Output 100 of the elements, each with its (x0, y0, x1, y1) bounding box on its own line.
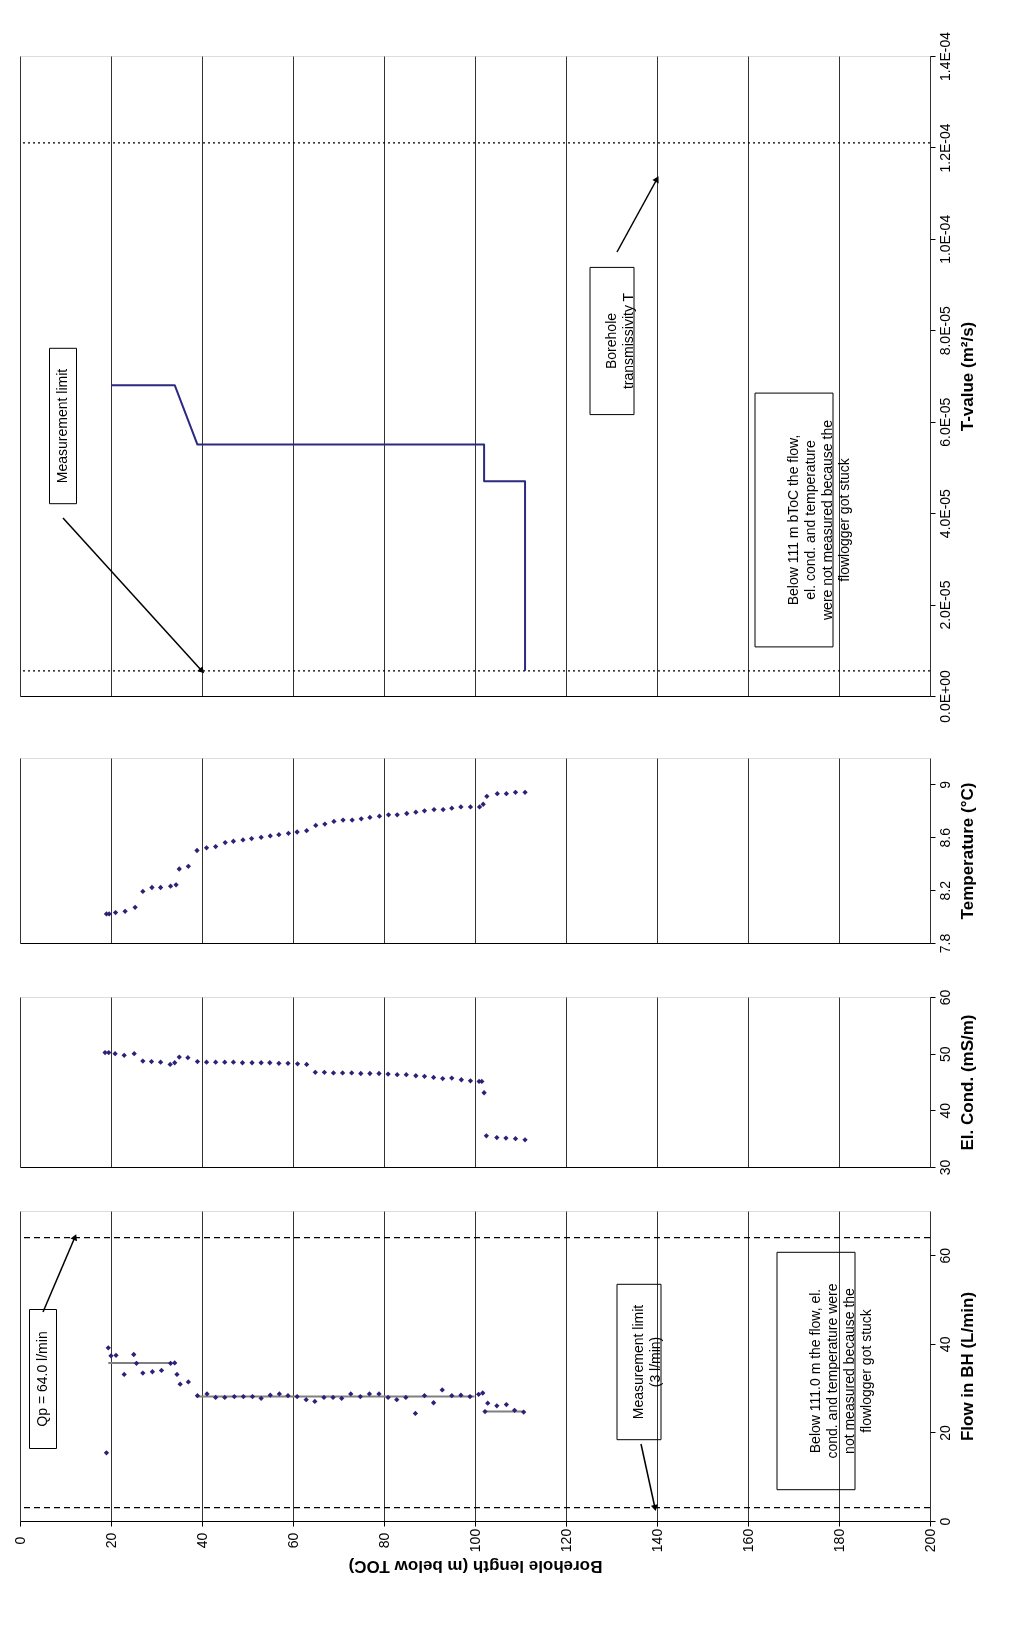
point (131, 1051, 137, 1057)
y-tick-label: 1.0E-04 (936, 214, 953, 264)
point (167, 883, 174, 889)
point (276, 832, 282, 838)
point (133, 1360, 140, 1366)
y-tick-label: 50 (936, 1046, 953, 1062)
y-tick-label: 8.0E-05 (936, 306, 953, 356)
point (230, 1059, 237, 1065)
line-series (110, 384, 527, 672)
point (494, 791, 500, 797)
x-tick-label: 20 (102, 1532, 119, 1549)
point (194, 1393, 201, 1399)
point (358, 816, 364, 822)
point (303, 1397, 309, 1403)
point (413, 1073, 419, 1079)
point (394, 812, 400, 818)
annotation: Borehole transmissivity T (603, 292, 636, 390)
point (480, 801, 486, 807)
point (294, 1061, 301, 1067)
point (312, 1398, 318, 1405)
x-tick-label: 0 (11, 1536, 28, 1545)
point (240, 1393, 247, 1400)
point (231, 1393, 237, 1400)
y-tick-label: 20 (936, 1424, 953, 1441)
point (122, 908, 128, 914)
y-tick-label: 7.8 (936, 933, 953, 954)
point (222, 839, 228, 846)
point (194, 1058, 201, 1065)
point (521, 1409, 527, 1415)
point (339, 1070, 346, 1076)
point (394, 1071, 400, 1078)
point (467, 1393, 473, 1400)
point (321, 1069, 328, 1076)
point (367, 814, 373, 821)
point (203, 845, 210, 851)
point (412, 1410, 419, 1417)
point (267, 1392, 273, 1398)
x-tick-label: 120 (557, 1528, 574, 1553)
point (267, 1060, 273, 1066)
point (503, 1401, 510, 1408)
annotation: Measurement limit (3 l/min) (630, 1304, 663, 1420)
annotation: Below 111 m bToC the flow, el. cond. and temperature were not measured because the flowlogger got stuck (785, 419, 852, 622)
point (174, 1371, 180, 1378)
point (172, 1060, 178, 1066)
point (421, 1073, 428, 1079)
y-tick-label: 1.4E-04 (936, 31, 953, 82)
point (172, 1360, 178, 1366)
x-tick-label: 100 (466, 1528, 483, 1553)
point (121, 1052, 127, 1059)
point (330, 1070, 337, 1076)
point (222, 1394, 228, 1401)
y-tick-label: 60 (936, 1247, 953, 1264)
point (431, 806, 437, 813)
y-tick-label: 2.0E-05 (936, 580, 953, 630)
point (131, 1351, 137, 1358)
point (203, 1059, 210, 1065)
point (339, 1395, 345, 1401)
y-tick-label: 6.0E-05 (936, 397, 953, 447)
point (330, 1394, 336, 1401)
point (385, 1394, 391, 1401)
x-tick-label: 160 (739, 1528, 756, 1553)
point (467, 1078, 474, 1084)
point (249, 1393, 256, 1400)
y-axis-title: Temperature (°C) (957, 782, 977, 920)
point (294, 1393, 300, 1400)
y-tick-label: 0 (936, 1517, 953, 1526)
point (494, 1134, 500, 1141)
point (421, 1393, 428, 1399)
y-tick-label: 40 (936, 1102, 953, 1119)
point (484, 793, 490, 799)
point (403, 1071, 409, 1078)
point (440, 806, 446, 813)
point (385, 812, 392, 818)
point (148, 1058, 155, 1065)
point (149, 884, 155, 891)
point (475, 1391, 482, 1397)
x-tick-label: 140 (648, 1528, 665, 1553)
point (213, 843, 219, 850)
point (458, 1077, 464, 1083)
point (321, 1394, 327, 1401)
point (230, 838, 237, 844)
point (112, 1051, 118, 1057)
point (157, 1059, 164, 1065)
x-tick-label: 80 (375, 1532, 392, 1549)
point (304, 828, 310, 834)
point (394, 1397, 400, 1403)
y-tick-label: 8.6 (936, 827, 953, 848)
y-tick-label: 40 (936, 1336, 953, 1353)
point (167, 1360, 174, 1366)
point (213, 1059, 219, 1065)
point (313, 822, 319, 829)
point (113, 1352, 119, 1359)
point (185, 1054, 191, 1061)
point (149, 1369, 156, 1375)
point (512, 789, 519, 795)
point (276, 1391, 282, 1397)
point (112, 909, 119, 916)
x-tick-label: 200 (921, 1528, 938, 1553)
y-tick-label: 9 (936, 780, 953, 789)
point (376, 1070, 382, 1077)
